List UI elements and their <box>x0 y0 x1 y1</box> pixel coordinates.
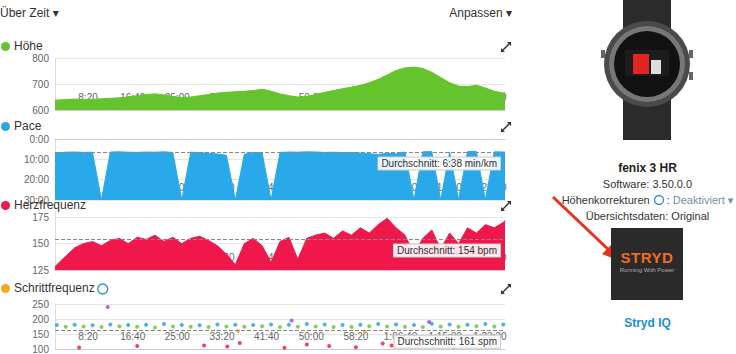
html-text:: Deaktiviert ▾: : Deaktiviert ▾ <box>666 194 734 206</box>
html-text:Stryd IQ: Stryd IQ <box>624 316 671 330</box>
svg-text:800: 800 <box>32 53 49 64</box>
svg-text:150: 150 <box>32 329 49 340</box>
html-text:Über Zeit ▾: Über Zeit ▾ <box>0 6 59 20</box>
svg-text:58:20: 58:20 <box>343 331 368 342</box>
svg-text:125: 125 <box>32 265 49 276</box>
html-text:Höhe: Höhe <box>14 39 43 53</box>
svg-text:Durchschnitt: 6:38 min/km: Durchschnitt: 6:38 min/km <box>381 158 497 169</box>
svg-text:700: 700 <box>32 79 49 90</box>
html-text:Höhenkorrekturen: Höhenkorrekturen <box>561 194 650 206</box>
svg-text:600: 600 <box>32 105 49 116</box>
svg-text:16:40: 16:40 <box>120 331 145 342</box>
svg-text:175: 175 <box>32 212 49 223</box>
html-text:Schrittfrequenz: Schrittfrequenz <box>14 281 95 295</box>
html-text:Pace: Pace <box>14 119 42 133</box>
svg-text:200: 200 <box>32 314 49 325</box>
svg-text:25:00: 25:00 <box>165 331 190 342</box>
html-text:Anpassen ▾: Anpassen ▾ <box>449 6 512 20</box>
svg-text:Durchschnitt: 154 bpm: Durchschnitt: 154 bpm <box>397 245 497 256</box>
html-text:Übersichtsdaten: Original: Übersichtsdaten: Original <box>585 210 710 222</box>
svg-text:20:00: 20:00 <box>24 174 49 185</box>
svg-text:41:40: 41:40 <box>254 331 279 342</box>
svg-text:33:20: 33:20 <box>209 331 234 342</box>
svg-text:250: 250 <box>32 299 49 310</box>
html-text:Herzfrequenz: Herzfrequenz <box>14 198 86 212</box>
html-text:Software: 3.50.0.0: Software: 3.50.0.0 <box>602 178 693 190</box>
svg-text:100: 100 <box>32 344 49 354</box>
svg-text:0:00: 0:00 <box>30 134 50 145</box>
html-text:fenix 3 HR: fenix 3 HR <box>618 161 677 175</box>
svg-text:8:20: 8:20 <box>78 91 98 103</box>
svg-text:50:00: 50:00 <box>299 331 324 342</box>
html-text:STRYD: STRYD <box>620 249 674 266</box>
html-text:Running With Power: Running With Power <box>619 267 675 273</box>
svg-text:Durchschnitt: 161 spm: Durchschnitt: 161 spm <box>398 336 498 347</box>
svg-text:150: 150 <box>32 238 49 249</box>
svg-text:8:20: 8:20 <box>78 331 98 342</box>
svg-text:10:00: 10:00 <box>24 154 49 165</box>
